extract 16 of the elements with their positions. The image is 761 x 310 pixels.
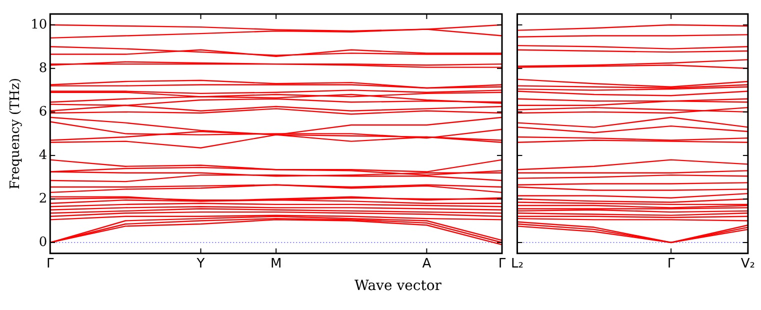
y-tick-label: 2 bbox=[38, 191, 48, 206]
x-tick-label: M bbox=[270, 256, 282, 272]
x-tick-label: Y bbox=[196, 256, 205, 272]
x-tick-label: V₂ bbox=[740, 256, 755, 272]
y-tick-label: 10 bbox=[30, 17, 48, 32]
x-tick-label: Γ bbox=[46, 256, 55, 272]
x-axis-title: Wave vector bbox=[354, 278, 442, 294]
y-tick-label: 6 bbox=[38, 104, 48, 120]
x-tick-label: A bbox=[422, 256, 432, 272]
y-axis-title: Frequency (THz) bbox=[8, 78, 24, 190]
x-tick-label: L₂ bbox=[510, 256, 524, 272]
y-tick-label: 8 bbox=[38, 60, 48, 76]
x-tick-label: Γ bbox=[667, 256, 676, 272]
x-tick-label: Γ bbox=[498, 256, 506, 272]
y-tick-label: 0 bbox=[38, 234, 48, 250]
y-tick-label: 4 bbox=[38, 148, 48, 163]
